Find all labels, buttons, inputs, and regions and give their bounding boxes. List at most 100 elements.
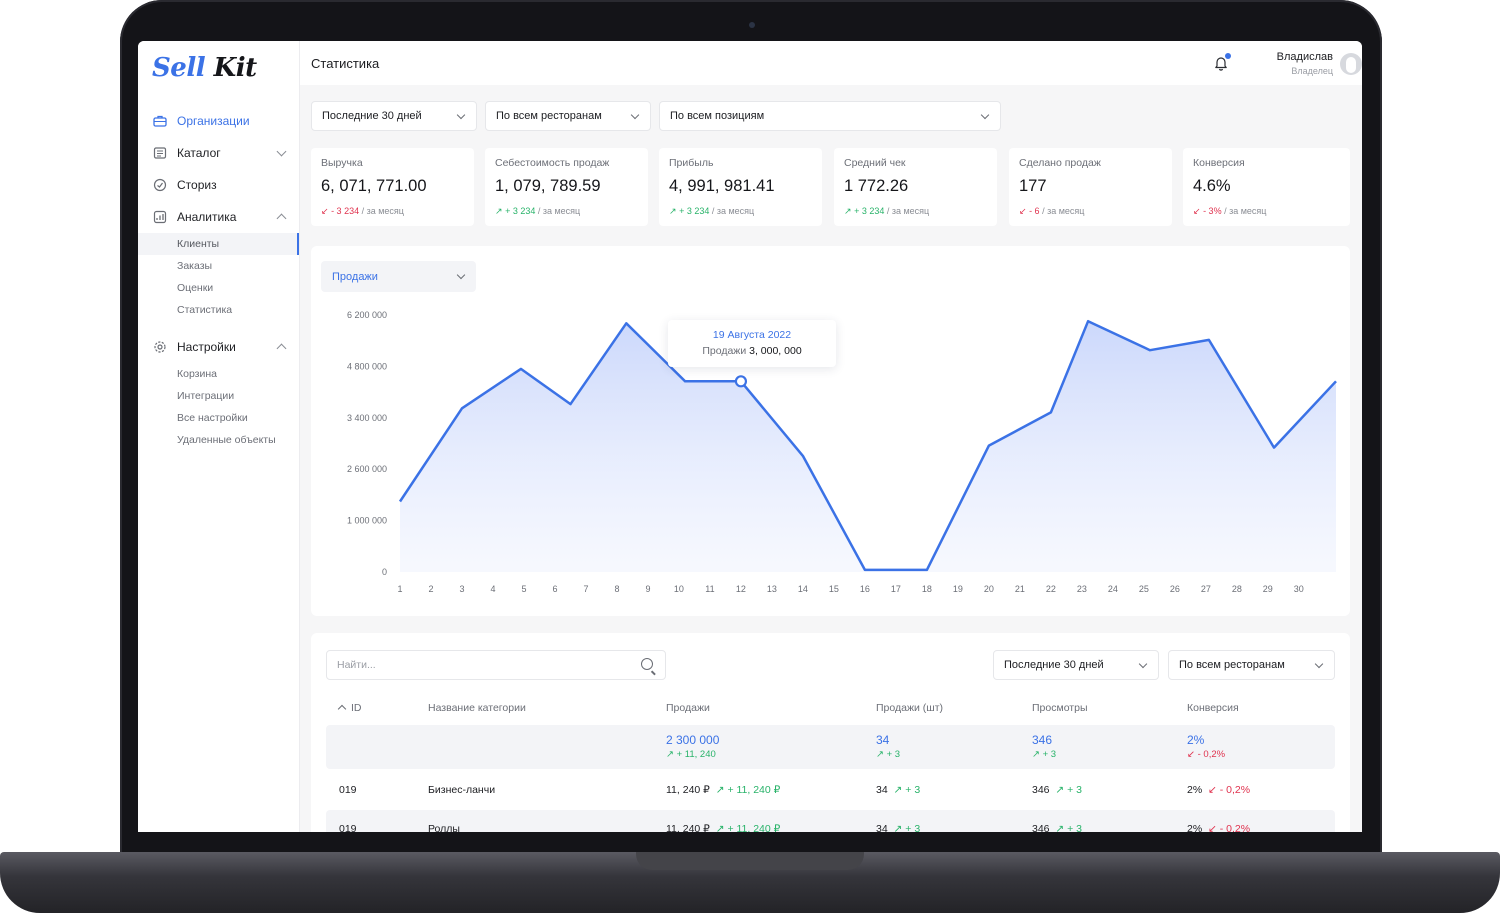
chevron-down-icon bbox=[1138, 659, 1148, 669]
stat-label: Сделано продаж bbox=[1019, 157, 1101, 169]
sidebar-item-catalog[interactable]: Каталог bbox=[138, 137, 299, 169]
column-header-sales[interactable]: Продажи bbox=[666, 702, 710, 714]
screen: Sell Kit Организации Каталог Сториз Анал… bbox=[138, 41, 1362, 832]
arrow-down-left-icon: ↙ bbox=[1193, 206, 1201, 216]
delta-value: + 3 bbox=[1067, 784, 1082, 796]
arrow-down-left-icon: ↙ bbox=[1208, 784, 1217, 796]
chevron-down-icon[interactable] bbox=[276, 146, 287, 157]
row-sales: 11, 240 ₽ ↗ + 11, 240 ₽ bbox=[666, 823, 780, 832]
user-role: Владелец bbox=[1291, 66, 1333, 76]
x-tick-label: 19 bbox=[953, 584, 963, 594]
arrow-up-right-icon: ↗ bbox=[876, 749, 884, 760]
chart-metric-select[interactable]: Продажи bbox=[321, 261, 476, 292]
sidebar-item-organizations[interactable]: Организации bbox=[138, 105, 299, 137]
sidebar-subitem-clients[interactable]: Клиенты bbox=[138, 233, 299, 255]
period-filter[interactable]: Последние 30 дней bbox=[311, 101, 477, 131]
column-header-category[interactable]: Название категории bbox=[428, 702, 526, 714]
stat-trend-suffix: / за месяц bbox=[361, 206, 404, 216]
bell-icon[interactable] bbox=[1214, 53, 1231, 71]
x-tick-label: 20 bbox=[984, 584, 994, 594]
arrow-up-right-icon: ↗ bbox=[666, 749, 674, 760]
sidebar-subitem-integrations[interactable]: Интеграции bbox=[138, 385, 299, 407]
chart-card: Продажи 0 1 000 000 2 600 000 3 400 000 4 80… bbox=[311, 246, 1350, 616]
arrow-up-right-icon: ↗ bbox=[1032, 749, 1040, 760]
arrow-up-right-icon: ↗ bbox=[1055, 784, 1065, 796]
highlight-point[interactable] bbox=[734, 375, 748, 388]
column-header-conversion[interactable]: Конверсия bbox=[1187, 702, 1239, 714]
sidebar-item-label: Организации bbox=[177, 114, 250, 128]
sidebar-subitem-orders[interactable]: Заказы bbox=[138, 255, 299, 277]
table-restaurants-filter[interactable]: По всем ресторанам bbox=[1168, 650, 1335, 680]
x-tick-label: 13 bbox=[767, 584, 777, 594]
table-row[interactable]: 019 Бизнес-ланчи 11, 240 ₽ ↗ + 11, 240 ₽… bbox=[326, 771, 1335, 809]
table-row[interactable]: 019 Роллы 11, 240 ₽ ↗ + 11, 240 ₽ 34 ↗ +… bbox=[326, 810, 1335, 832]
delta-value: + 11, 240 bbox=[676, 749, 716, 760]
user-name[interactable]: Владислав bbox=[1276, 51, 1333, 63]
row-name: Бизнес-ланчи bbox=[428, 784, 496, 796]
positions-filter[interactable]: По всем позициям bbox=[659, 101, 1001, 131]
header: Статистика Владислав Владелец bbox=[300, 41, 1362, 85]
stat-trend-suffix: / за месяц bbox=[537, 206, 581, 216]
search-icon[interactable] bbox=[641, 658, 653, 670]
chevron-up-icon[interactable] bbox=[276, 343, 287, 354]
chevron-up-icon[interactable] bbox=[276, 213, 287, 224]
cell-value: 346 bbox=[1032, 823, 1050, 832]
filter-value: Последние 30 дней bbox=[1004, 659, 1104, 671]
tooltip-value: 3, 000, 000 bbox=[749, 345, 802, 357]
row-views: 346 ↗ + 3 bbox=[1032, 823, 1082, 832]
sidebar-item-settings[interactable]: Настройки bbox=[138, 331, 299, 363]
sidebar-item-analytics[interactable]: Аналитика bbox=[138, 201, 299, 233]
stat-label: Выручка bbox=[321, 157, 363, 169]
sidebar-subitem-ratings[interactable]: Оценки bbox=[138, 277, 299, 299]
logo-part-2: Kit bbox=[213, 53, 257, 83]
restaurants-filter[interactable]: По всем ресторанам bbox=[485, 101, 651, 131]
avatar[interactable] bbox=[1340, 53, 1362, 75]
column-header-views[interactable]: Просмотры bbox=[1032, 702, 1088, 714]
column-header-id[interactable]: ID bbox=[337, 702, 362, 714]
arrow-up-right-icon: ↗ bbox=[844, 206, 852, 216]
x-tick-label: 7 bbox=[583, 584, 588, 594]
delta-value: + 3 bbox=[905, 823, 921, 832]
chevron-down-icon bbox=[456, 110, 466, 120]
stat-card-revenue: Выручка 6, 071, 771.00 ↙ - 3 234 / за ме… bbox=[311, 148, 474, 226]
arrow-up-right-icon: ↗ bbox=[1055, 823, 1065, 832]
stat-value: 177 bbox=[1019, 177, 1047, 195]
sales-area bbox=[400, 321, 1336, 572]
summary-qty: 34 bbox=[876, 733, 890, 747]
sidebar-subitem-statistics[interactable]: Статистика bbox=[138, 299, 299, 321]
table-card: Найти... Последние 30 дней По всем ресто… bbox=[311, 633, 1350, 832]
search-input[interactable]: Найти... bbox=[326, 650, 666, 680]
stat-trend-value: + 3 234 bbox=[679, 206, 710, 216]
sidebar-item-stories[interactable]: Сториз bbox=[138, 169, 299, 201]
subitem-label: Интеграции bbox=[177, 390, 235, 402]
row-name: Роллы bbox=[428, 823, 460, 832]
arrow-up-right-icon: ↗ bbox=[669, 206, 677, 216]
sidebar-subitem-deleted[interactable]: Удаленные объекты bbox=[138, 429, 299, 451]
summary-row: 2 300 000 ↗ + 11, 240 34 ↗ + 3 346 ↗ + 3… bbox=[326, 725, 1335, 769]
stat-trend-value: - 3% bbox=[1203, 206, 1222, 216]
column-header-qty[interactable]: Продажи (шт) bbox=[876, 702, 943, 714]
sidebar-subitem-cart[interactable]: Корзина bbox=[138, 363, 299, 385]
stat-trend: ↙ - 6 / за месяц bbox=[1019, 206, 1084, 217]
table-period-filter[interactable]: Последние 30 дней bbox=[993, 650, 1159, 680]
arrow-down-left-icon: ↙ bbox=[1019, 206, 1027, 216]
sidebar-subitem-all-settings[interactable]: Все настройки bbox=[138, 407, 299, 429]
stat-value: 1 772.26 bbox=[844, 177, 909, 195]
logo[interactable]: Sell Kit bbox=[152, 53, 257, 83]
arrow-up-right-icon: ↗ bbox=[715, 823, 725, 832]
analytics-icon bbox=[153, 210, 167, 224]
chart-metric-value: Продажи bbox=[332, 270, 378, 283]
y-tick-label: 3 400 000 bbox=[347, 413, 387, 423]
delta-value: - 0,2% bbox=[1197, 749, 1226, 760]
sales-chart[interactable]: 0 1 000 000 2 600 000 3 400 000 4 800 000 6 2… bbox=[311, 246, 1350, 616]
sort-up-icon[interactable] bbox=[337, 704, 347, 714]
filter-value: По всем ресторанам bbox=[496, 110, 602, 122]
stat-trend-suffix: / за месяц bbox=[1042, 206, 1085, 216]
laptop-notch bbox=[636, 852, 864, 870]
delta-value: + 3 bbox=[1042, 749, 1057, 760]
filter-value: По всем ресторанам bbox=[1179, 659, 1285, 671]
sales-line[interactable] bbox=[398, 319, 1337, 572]
gear-icon bbox=[153, 340, 167, 354]
x-tick-label: 2 bbox=[428, 584, 433, 594]
row-views: 346 ↗ + 3 bbox=[1032, 784, 1082, 796]
